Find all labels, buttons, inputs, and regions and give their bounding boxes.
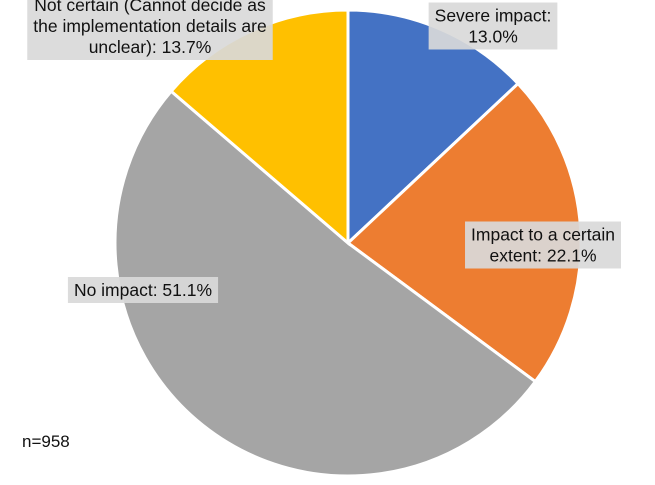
data-label-4: Not certain (Cannot decide as the impleme… (27, 0, 273, 60)
data-label-1: Severe impact: 13.0% (428, 2, 558, 50)
data-label-text: Not certain (Cannot decide as the impleme… (33, 0, 266, 57)
data-label-text: Severe impact: 13.0% (435, 6, 552, 47)
pie-labels: Severe impact: 13.0% Impact to a certain ex… (27, 0, 621, 303)
data-label-box (465, 221, 621, 269)
pie-slice-no-impact (113, 89, 538, 478)
data-label-3: No impact: 51.1% (67, 277, 219, 303)
data-label-2: Impact to a certain extent: 22.1% (465, 221, 621, 269)
data-label-text: No impact: 51.1% (74, 280, 212, 300)
data-label-text: Impact to a certain extent: 22.1% (471, 225, 615, 266)
sample-size-note: n=958 (22, 432, 70, 451)
data-label-box (428, 2, 558, 50)
data-label-box (27, 0, 273, 60)
data-label-box (67, 277, 219, 303)
pie-slices (113, 8, 583, 478)
